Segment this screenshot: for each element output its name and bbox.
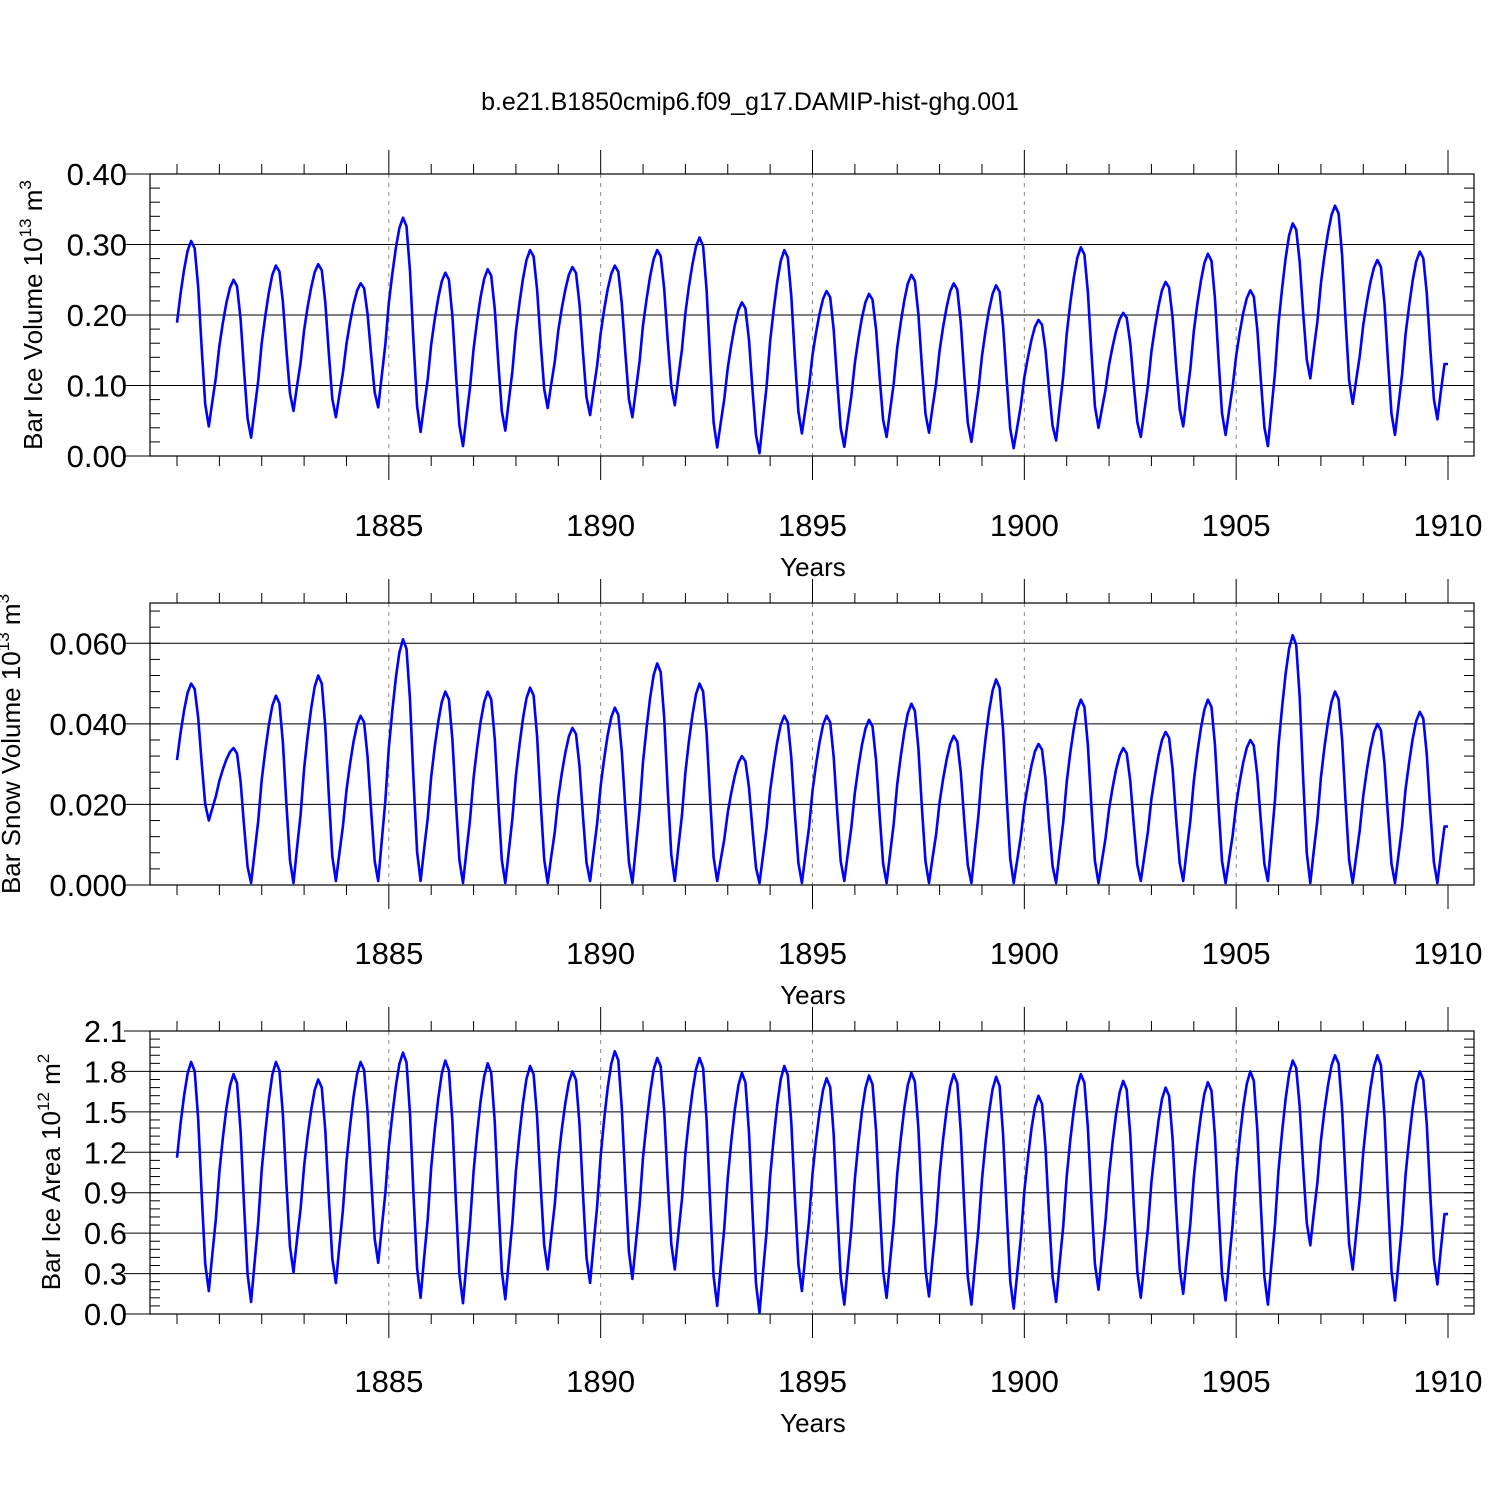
panel-ice-volume: 0.00 0.10 0.20 0.30 0.40 1885 1890 1895 1900 1905…	[16, 150, 1482, 582]
y-tick-label: 0.00	[67, 439, 127, 474]
x-tick-label: 1890	[566, 936, 635, 971]
x-tick-label: 1900	[990, 508, 1059, 543]
y-tick-label: 1.5	[84, 1095, 127, 1130]
plot-frame	[149, 602, 1475, 886]
x-tick-label: 1905	[1202, 936, 1271, 971]
panel-snow-volume: 0.000 0.020 0.040 0.060 1885 1890 1895 1900 1905…	[0, 579, 1482, 1010]
y-tick-label: 1.8	[84, 1054, 127, 1089]
x-tick-label: 1885	[354, 936, 423, 971]
x-tick-label: 1890	[566, 1364, 635, 1399]
x-axis-label: Years	[780, 552, 846, 582]
x-tick-label: 1885	[354, 1364, 423, 1399]
y-tick-label: 0.9	[84, 1176, 127, 1211]
x-axis-label: Years	[780, 1408, 846, 1438]
series-line	[175, 204, 1448, 455]
y-tick-label: 0.060	[49, 626, 127, 661]
x-tick-label: 1905	[1202, 508, 1271, 543]
series-line	[175, 633, 1448, 885]
x-tick-label: 1910	[1414, 508, 1483, 543]
y-tick-label: 0.0	[84, 1297, 127, 1332]
y-axis-label: Bar Ice Volume 1013 m3	[16, 180, 48, 450]
x-tick-label: 1890	[566, 508, 635, 543]
x-tick-label: 1900	[990, 936, 1059, 971]
x-tick-label: 1910	[1414, 1364, 1483, 1399]
x-tick-label: 1885	[354, 508, 423, 543]
x-tick-label: 1895	[778, 508, 847, 543]
y-tick-label: 0.040	[49, 707, 127, 742]
y-axis-label: Bar Ice Area 1012 m2	[34, 1054, 66, 1291]
series-line	[175, 1049, 1448, 1314]
x-axis-label: Years	[780, 980, 846, 1010]
y-tick-label: 0.40	[67, 157, 127, 192]
y-tick-label: 0.20	[67, 298, 127, 333]
x-tick-label: 1900	[990, 1364, 1059, 1399]
y-axis-label: Bar Snow Volume 1013 m3	[0, 594, 26, 894]
y-tick-label: 0.10	[67, 369, 127, 404]
x-tick-label: 1910	[1414, 936, 1483, 971]
y-tick-label: 0.020	[49, 787, 127, 822]
chart-title: b.e21.B1850cmip6.f09_g17.DAMIP-hist-ghg.…	[481, 88, 1019, 116]
y-tick-label: 1.2	[84, 1135, 127, 1170]
panel-ice-area: 0.0 0.3 0.6 0.9 1.2 1.5 1.8 2.1 1885 1890 1895 1900…	[34, 1007, 1482, 1438]
y-tick-label: 0.6	[84, 1216, 127, 1251]
x-tick-label: 1905	[1202, 1364, 1271, 1399]
x-tick-label: 1895	[778, 936, 847, 971]
x-tick-label: 1895	[778, 1364, 847, 1399]
y-tick-label: 2.1	[84, 1014, 127, 1049]
y-tick-label: 0.000	[49, 868, 127, 903]
y-tick-label: 0.30	[67, 228, 127, 263]
y-tick-label: 0.3	[84, 1257, 127, 1292]
